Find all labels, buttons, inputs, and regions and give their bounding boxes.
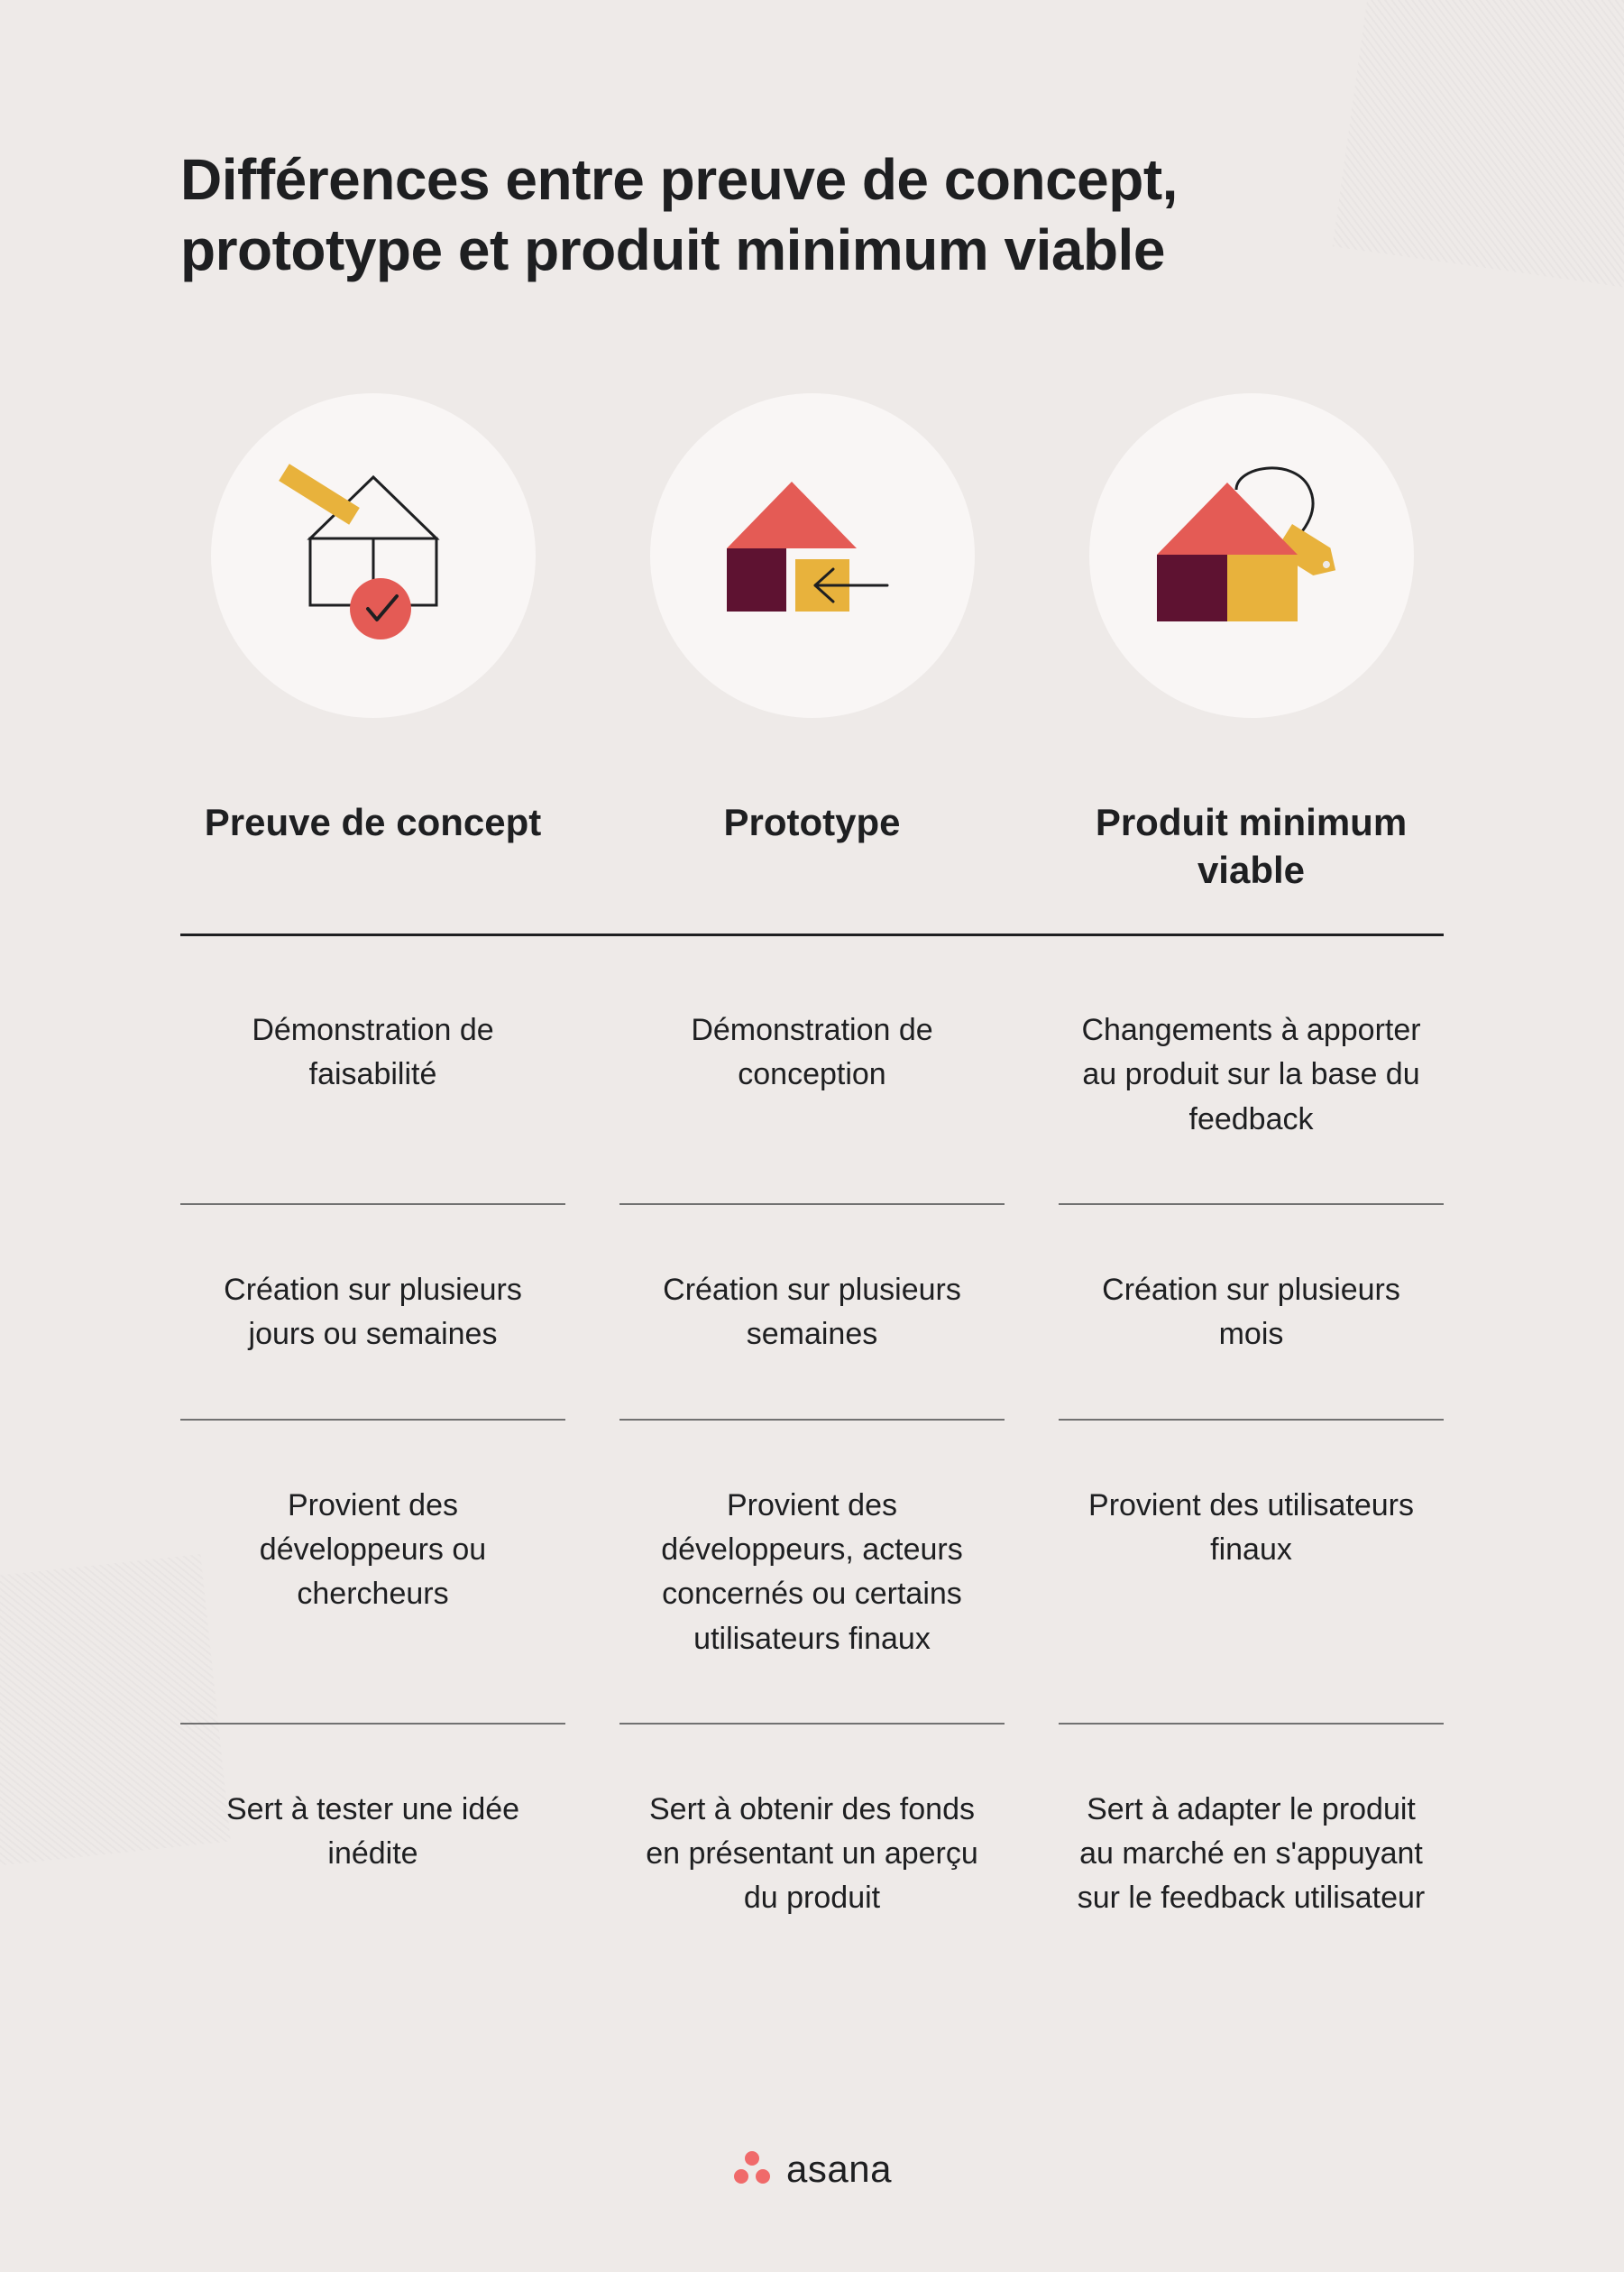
- table-row: Création sur plusieurs jours ou semaines…: [180, 1205, 1444, 1421]
- brand-name: asana: [786, 2148, 892, 2191]
- asana-logo-icon: [732, 2149, 772, 2189]
- icon-circle-poc: [211, 393, 536, 718]
- page-container: Différences entre preuve de concept, pro…: [0, 0, 1624, 2093]
- icon-circle-mvp: [1089, 393, 1414, 718]
- house-outline-pencil-check-icon: [274, 461, 473, 650]
- house-with-price-tag-icon: [1139, 461, 1364, 650]
- cell: Provient des développeurs, acteurs conce…: [619, 1484, 1005, 1661]
- cell: Sert à tester une idée inédite: [180, 1788, 565, 1921]
- house-blocks-arrow-icon: [709, 465, 916, 646]
- column-headers-row: Preuve de concept Prototype Produit mini…: [180, 799, 1444, 936]
- cell: Démonstration de conception: [619, 1008, 1005, 1142]
- brand-footer: asana: [0, 2148, 1624, 2191]
- table-row: Provient des développeurs ou chercheurs …: [180, 1421, 1444, 1725]
- cell: Création sur plusieurs mois: [1059, 1268, 1444, 1357]
- cell: Provient des utilisateurs finaux: [1059, 1484, 1444, 1661]
- table-row: Démonstration de faisabilité Démonstrati…: [180, 945, 1444, 1205]
- table-row: Sert à tester une idée inédite Sert à ob…: [180, 1725, 1444, 1984]
- cell: Provient des développeurs ou chercheurs: [180, 1484, 565, 1661]
- column-header-poc: Preuve de concept: [180, 799, 565, 894]
- cell: Sert à adapter le produit au marché en s…: [1059, 1788, 1444, 1921]
- cell: Changements à apporter au produit sur la…: [1059, 1008, 1444, 1142]
- cell: Sert à obtenir des fonds en présentant u…: [619, 1788, 1005, 1921]
- page-title: Différences entre preuve de concept, pro…: [180, 144, 1398, 285]
- cell: Démonstration de faisabilité: [180, 1008, 565, 1142]
- column-header-mvp: Produit minimum viable: [1059, 799, 1444, 894]
- cell: Création sur plusieurs jours ou semaines: [180, 1268, 565, 1357]
- cell: Création sur plusieurs semaines: [619, 1268, 1005, 1357]
- column-header-prototype: Prototype: [619, 799, 1005, 894]
- icon-circle-prototype: [650, 393, 975, 718]
- icons-row: [180, 393, 1444, 718]
